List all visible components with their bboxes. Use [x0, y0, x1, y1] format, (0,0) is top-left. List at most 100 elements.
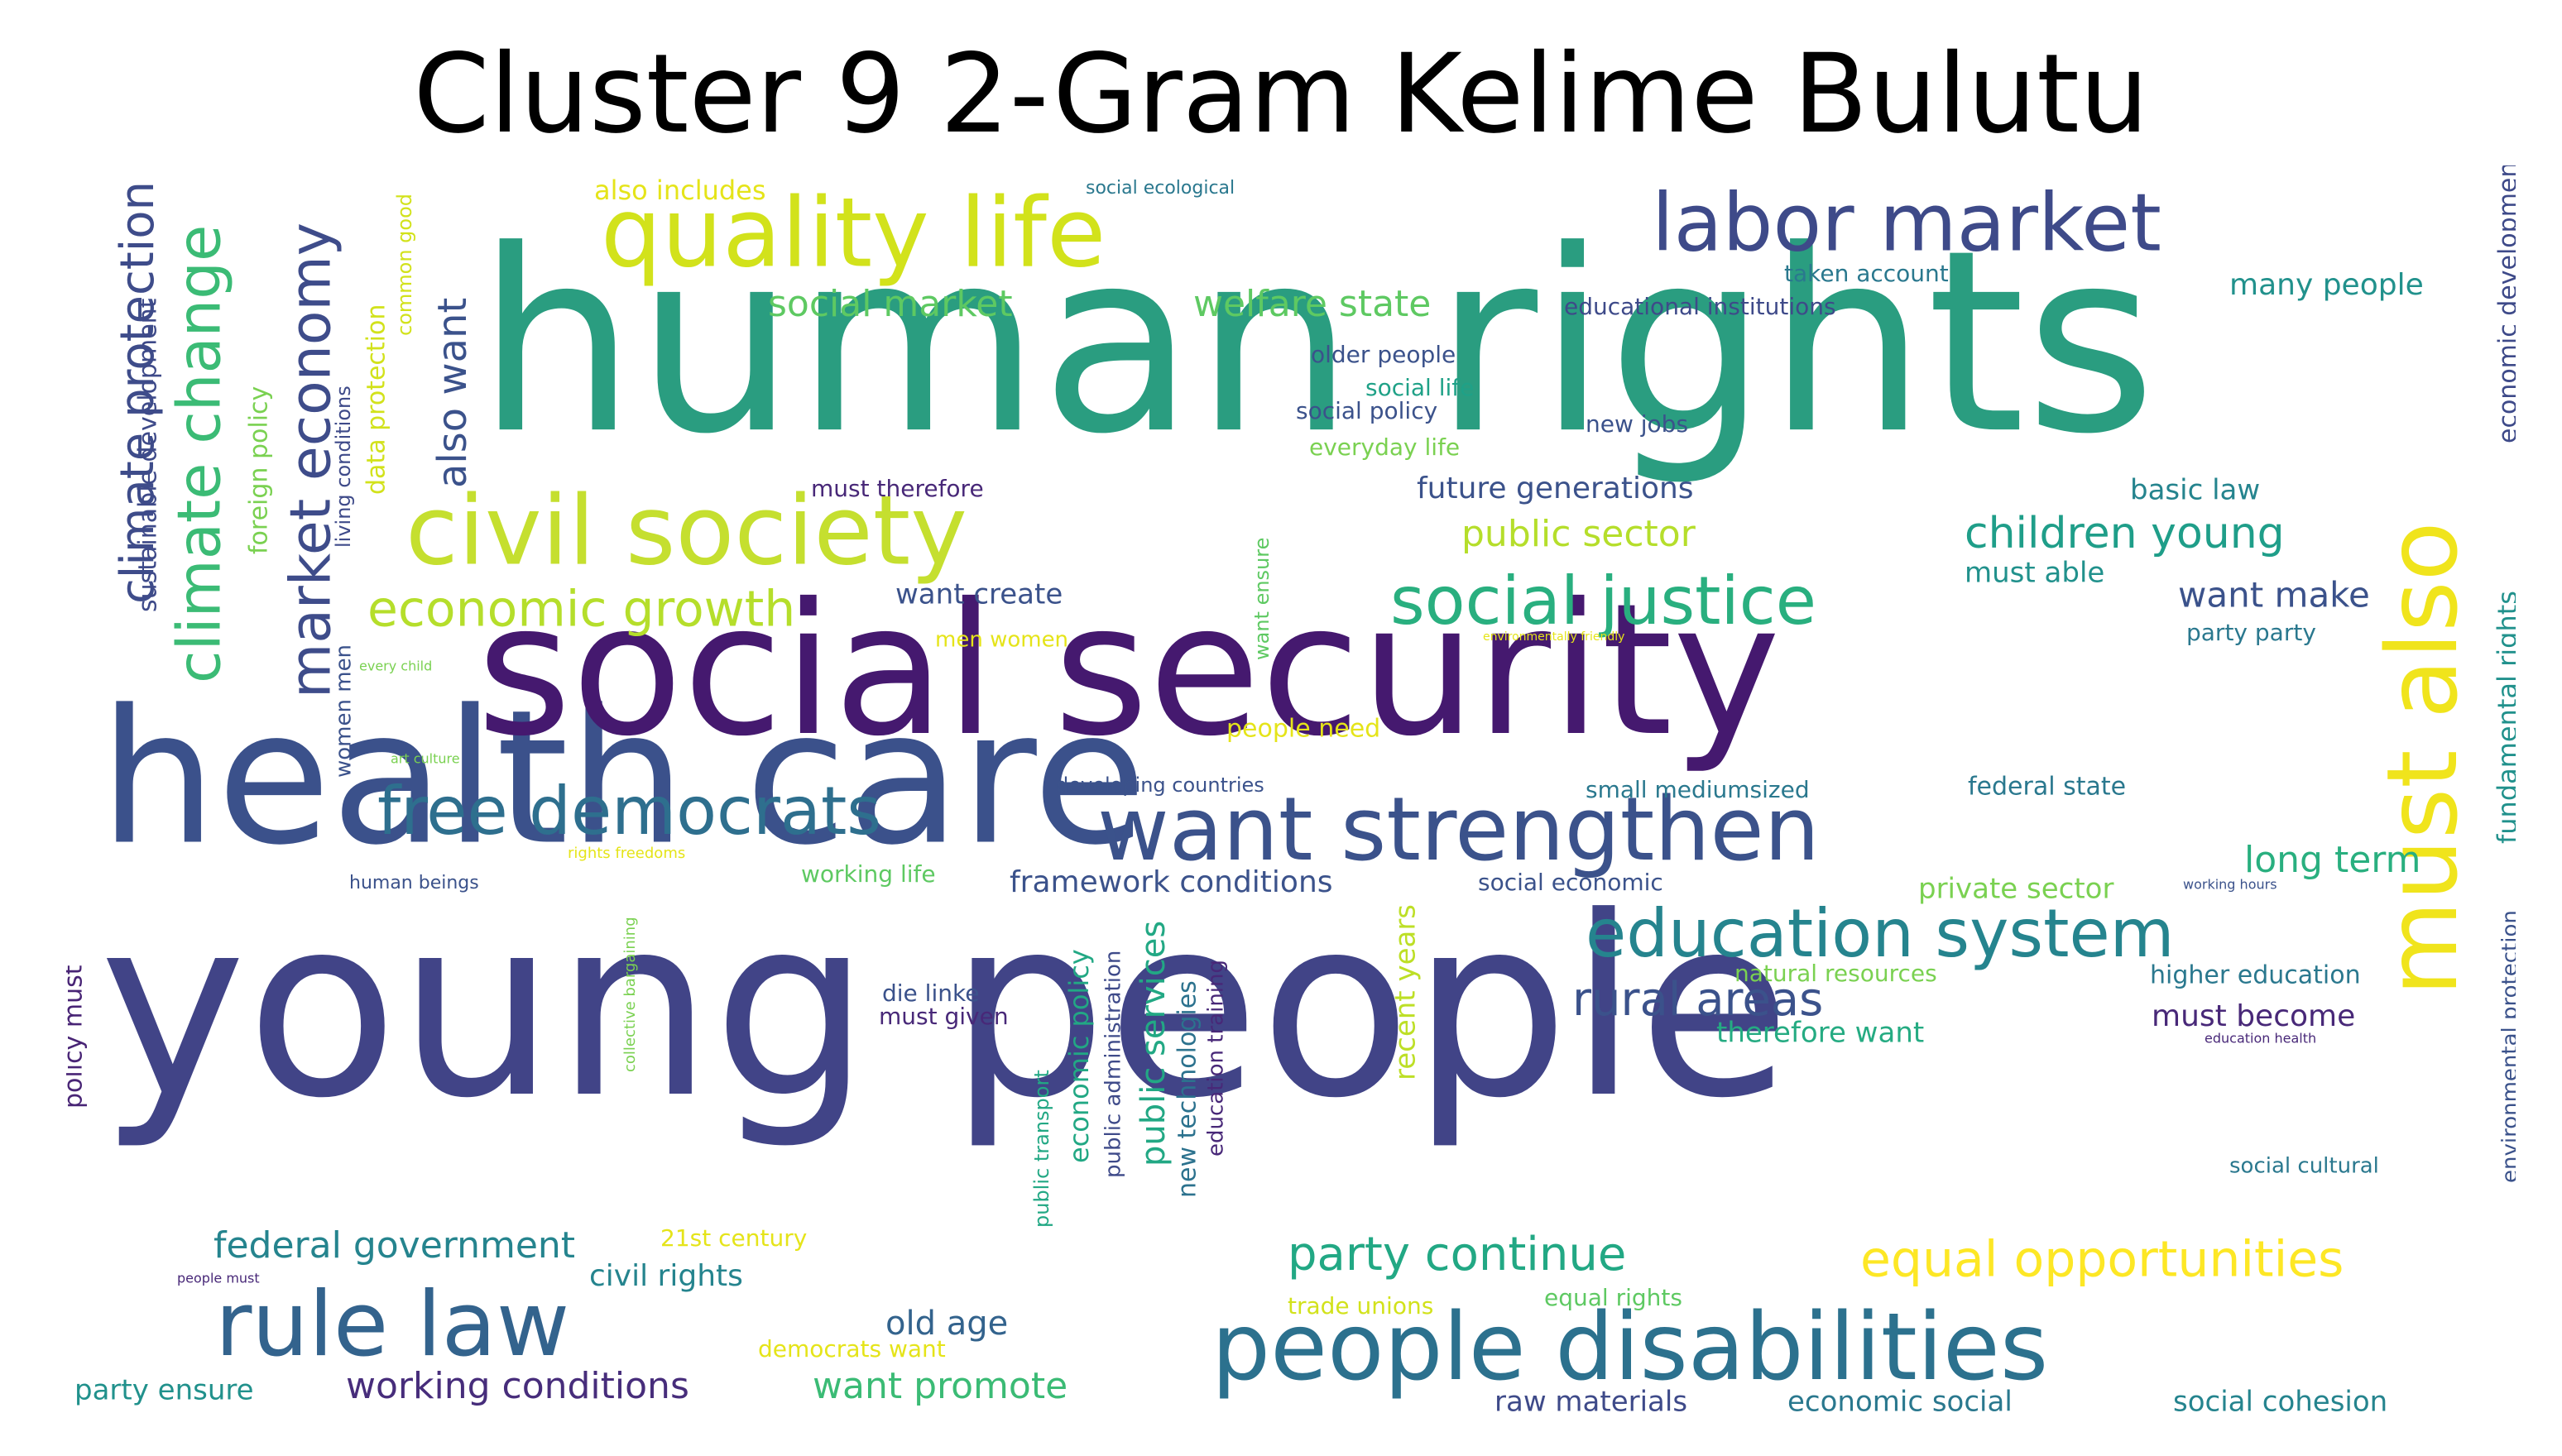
word-public-administration: public administration	[1101, 951, 1126, 1178]
word-must-given: must given	[879, 1003, 1009, 1030]
word-sustainable-development: sustainable development	[134, 298, 163, 612]
word-taken-account: taken account	[1784, 260, 1949, 287]
word-recent-years: recent years	[1389, 904, 1423, 1080]
word-rural-areas: rural areas	[1572, 973, 1823, 1027]
word-want-strengthen: want strengthen	[1097, 778, 1820, 880]
word-social-ecological: social ecological	[1086, 178, 1235, 199]
word-federal-government: federal government	[214, 1224, 575, 1267]
word-economic-social: economic social	[1787, 1386, 2013, 1419]
word-21st-century: 21st century	[660, 1224, 807, 1252]
word-equal-opportunities: equal opportunities	[1860, 1231, 2344, 1289]
word-data-protection: data protection	[362, 304, 391, 495]
word-party-party: party party	[2186, 619, 2316, 646]
word-basic-law: basic law	[2130, 474, 2260, 507]
word-party-continue: party continue	[1288, 1228, 1626, 1281]
word-social-life: social life	[1365, 374, 1474, 401]
word-climate-change: climate change	[165, 225, 234, 683]
word-therefore-want: therefore want	[1716, 1017, 1924, 1050]
word-educational-institutions: educational institutions	[1564, 293, 1836, 320]
word-civil-rights: civil rights	[589, 1259, 743, 1293]
word-must-become: must become	[2152, 999, 2355, 1033]
word-working-life: working life	[801, 860, 936, 888]
word-developing-countries: developing countries	[1056, 774, 1264, 797]
word-federal-state: federal state	[1968, 773, 2126, 802]
word-social-cohesion: social cohesion	[2173, 1386, 2387, 1419]
word-welfare-state: welfare state	[1193, 283, 1431, 325]
word-future-generations: future generations	[1417, 472, 1694, 505]
word-cloud: human rights young people health care socia…	[66, 165, 2516, 1423]
word-rule-law: rule law	[215, 1273, 569, 1377]
word-education-training: education training	[1204, 960, 1229, 1157]
word-social-policy: social policy	[1296, 397, 1437, 424]
word-children-young: children young	[1965, 509, 2285, 558]
word-foreign-policy: foreign policy	[245, 386, 274, 554]
word-private-sector: private sector	[1918, 873, 2113, 906]
word-market-economy: market economy	[279, 223, 344, 698]
word-new-jobs: new jobs	[1586, 410, 1688, 438]
word-trade-unions: trade unions	[1288, 1292, 1433, 1320]
word-natural-resources: natural resources	[1734, 960, 1937, 987]
word-young-people: young people	[99, 864, 1791, 1152]
word-art-culture: art culture	[391, 751, 460, 767]
word-rights-freedoms: rights freedoms	[568, 845, 685, 862]
word-health-care: health care	[99, 670, 1147, 886]
word-party-ensure: party ensure	[74, 1374, 254, 1407]
word-public-services: public services	[1135, 921, 1173, 1166]
word-public-transport: public transport	[1030, 1070, 1053, 1228]
word-education-health: education health	[2205, 1031, 2316, 1046]
word-living-conditions: living conditions	[332, 386, 355, 548]
word-must-therefore: must therefore	[811, 475, 984, 502]
word-working-hours: working hours	[2183, 877, 2277, 893]
word-economic-policy: economic policy	[1063, 949, 1095, 1163]
word-want-create: want create	[895, 578, 1063, 611]
word-social-justice: social justice	[1390, 563, 1816, 639]
word-social-cultural: social cultural	[2229, 1154, 2379, 1179]
word-economic-development: economic development	[2494, 165, 2516, 443]
page-title: Cluster 9 2-Gram Kelime Bulutu	[413, 31, 2149, 158]
word-equal-rights: equal rights	[1544, 1284, 1682, 1311]
word-civil-society: civil society	[405, 476, 967, 587]
word-democrats-want: democrats want	[758, 1335, 946, 1363]
word-environmentally-friendly: environmentally friendly	[1483, 630, 1624, 644]
word-want-ensure: want ensure	[1250, 538, 1274, 660]
word-also-want: also want	[429, 298, 476, 488]
word-every-child: every child	[359, 659, 432, 674]
word-social-security: social security	[477, 564, 1781, 776]
word-quality-life: quality life	[601, 178, 1106, 290]
word-working-conditions: working conditions	[346, 1365, 689, 1407]
word-must-also: must also	[2365, 521, 2479, 996]
word-environmental-protection: environmental protection	[2498, 910, 2516, 1183]
word-free-democrats: free democrats	[377, 773, 881, 850]
word-social-market: social market	[768, 283, 1013, 325]
word-people-need: people need	[1226, 715, 1380, 744]
word-women-men: women men	[332, 644, 357, 778]
word-collective-bargaining: collective bargaining	[621, 917, 639, 1072]
word-education-system: education system	[1586, 895, 2175, 972]
word-labor-market: labor market	[1652, 176, 2161, 269]
word-long-term: long term	[2244, 839, 2420, 881]
word-human-beings: human beings	[349, 873, 479, 893]
word-framework-conditions: framework conditions	[1010, 865, 1333, 899]
word-common-good: common good	[393, 194, 416, 336]
word-want-promote: want promote	[813, 1365, 1068, 1407]
word-policy-must: policy must	[66, 965, 89, 1109]
word-economic-growth: economic growth	[367, 581, 795, 639]
word-older-people: older people	[1311, 341, 1456, 368]
word-public-sector: public sector	[1461, 513, 1696, 555]
word-old-age: old age	[885, 1305, 1008, 1343]
word-people-must: people must	[177, 1271, 260, 1286]
word-people-disabilities: people disabilities	[1211, 1294, 2048, 1401]
word-climate-protection: climate protection	[111, 181, 165, 604]
word-fundamental-rights: fundamental rights	[2492, 591, 2516, 844]
word-social-economic: social economic	[1478, 869, 1663, 896]
word-small-mediumsized: small mediumsized	[1586, 776, 1810, 803]
word-everyday-life: everyday life	[1309, 433, 1460, 461]
word-raw-materials: raw materials	[1494, 1386, 1687, 1419]
word-higher-education: higher education	[2150, 961, 2361, 990]
word-also-includes: also includes	[594, 175, 766, 206]
word-must-able: must able	[1965, 557, 2104, 590]
word-die-linke: die linke	[882, 979, 979, 1007]
word-want-make: want make	[2178, 575, 2370, 615]
word-new-technologies: new technologies	[1173, 980, 1202, 1198]
